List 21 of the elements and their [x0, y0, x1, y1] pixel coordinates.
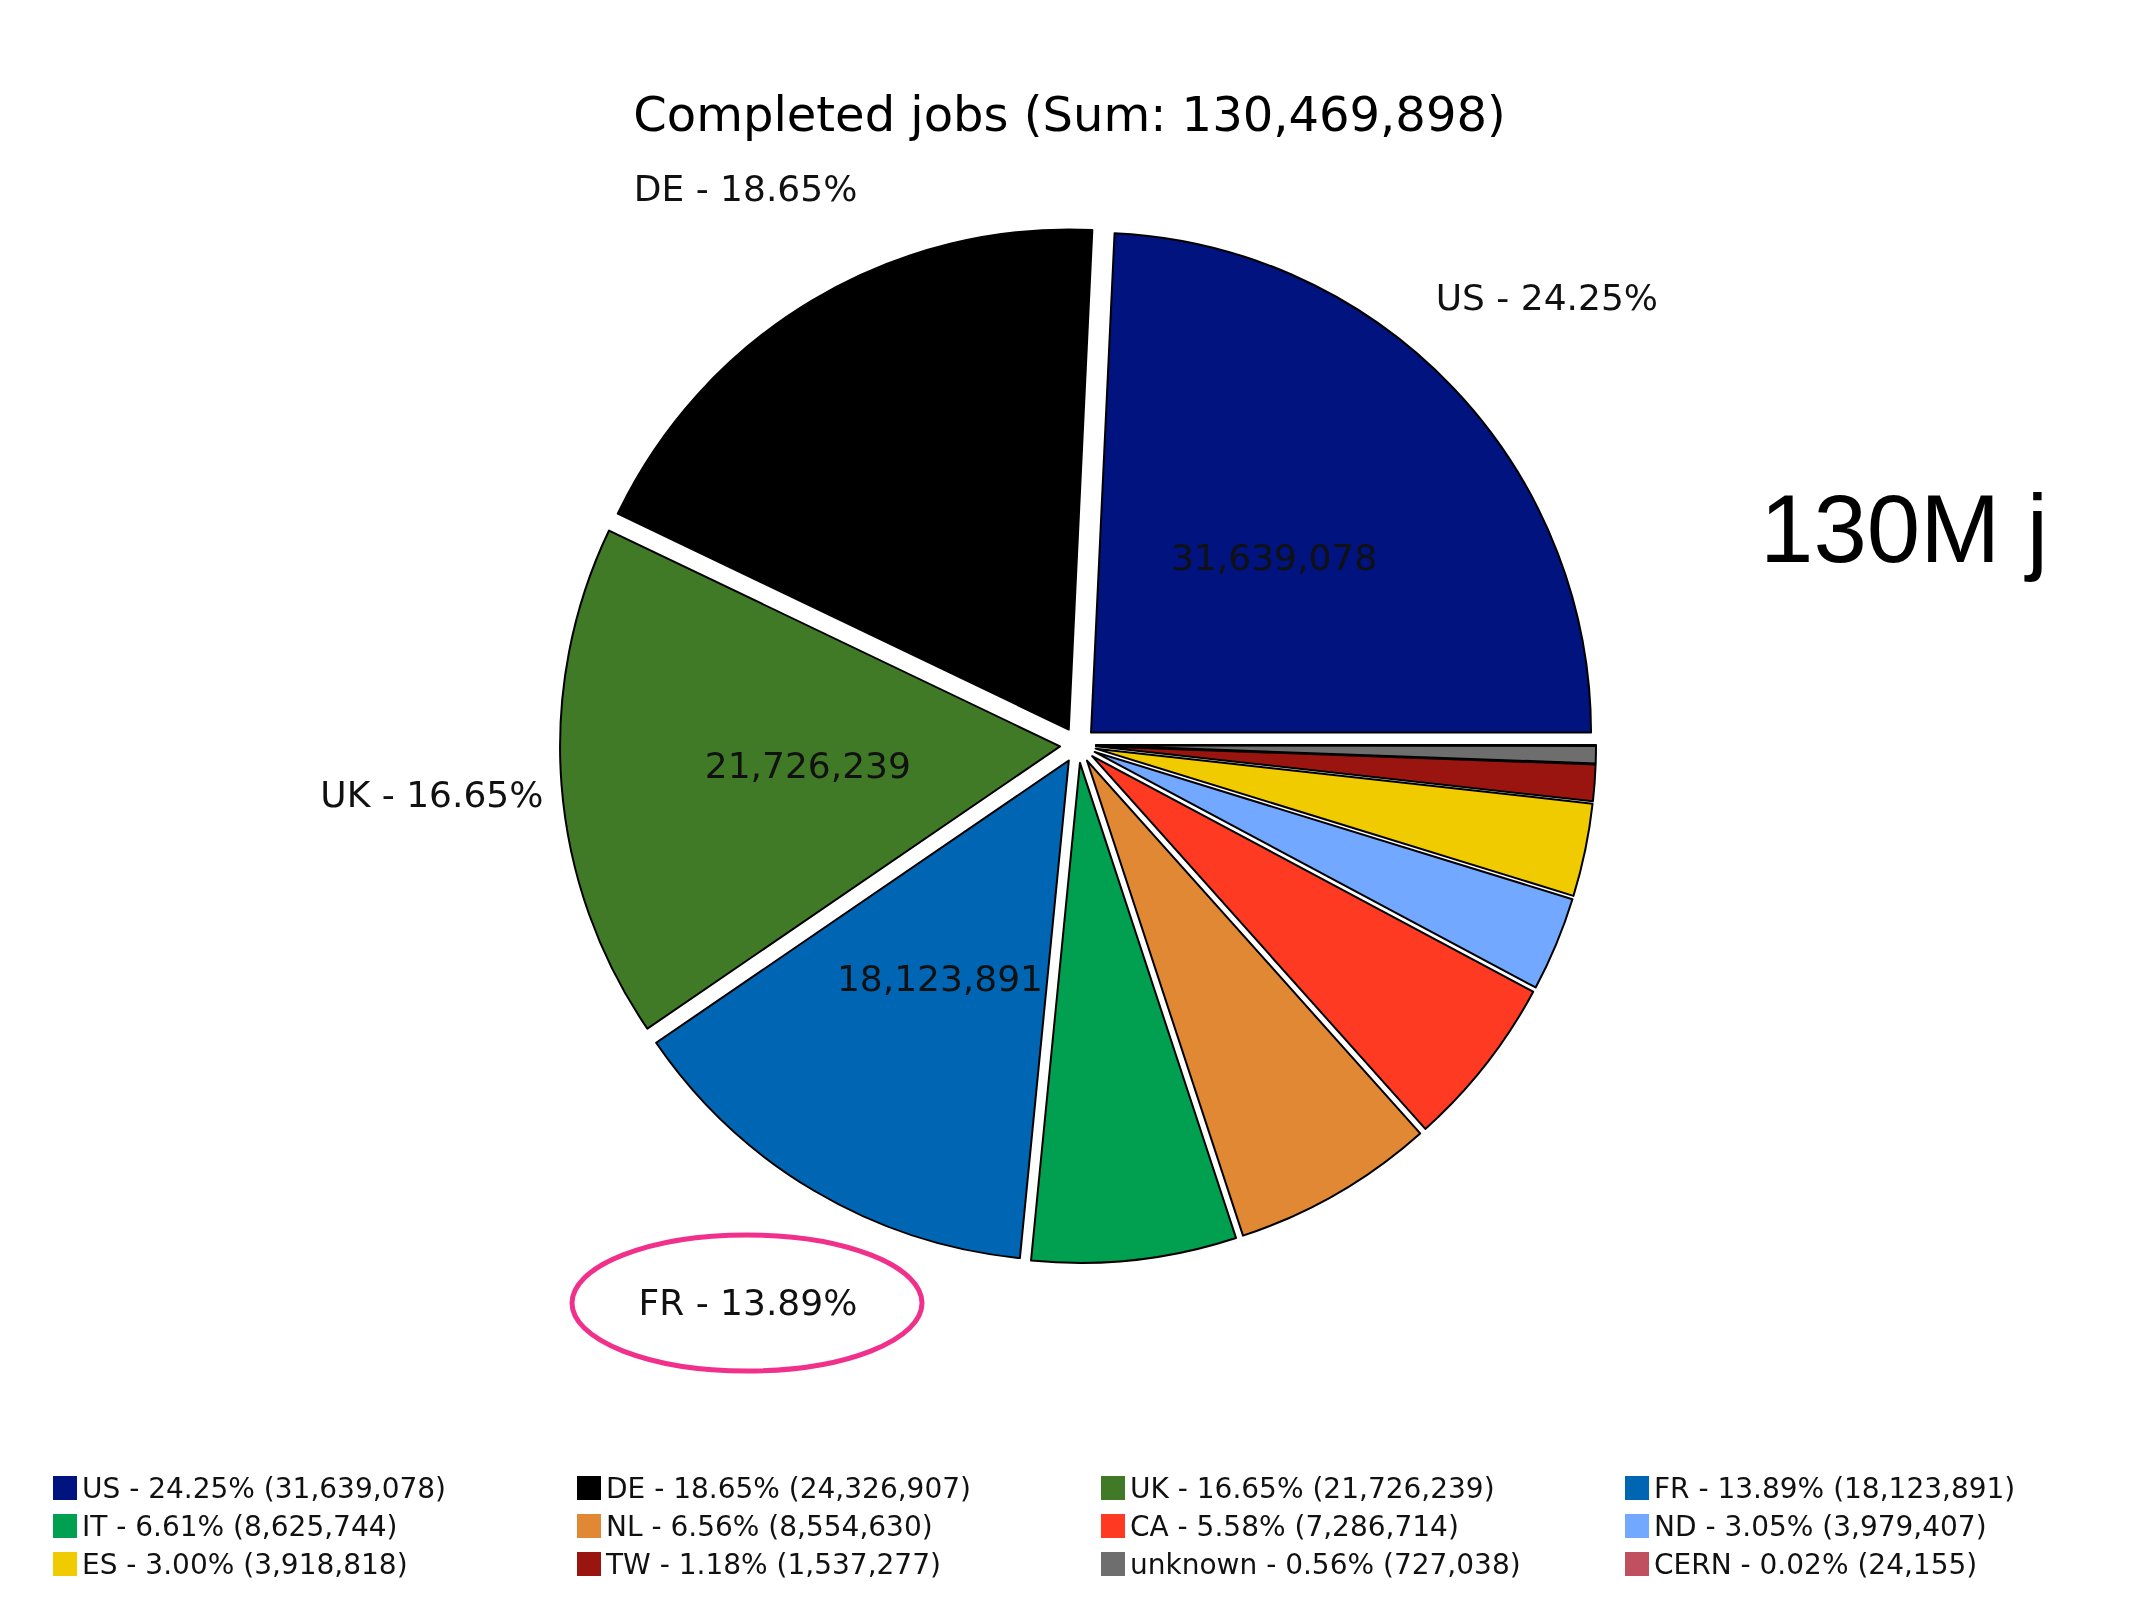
legend-label: IT - 6.61% (8,625,744)	[82, 1509, 398, 1543]
text: UK - 16.65%	[320, 774, 544, 816]
text: DE - 18.65%	[633, 168, 858, 210]
legend-label: FR - 13.89% (18,123,891)	[1654, 1471, 2016, 1505]
legend-label: UK - 16.65% (21,726,239)	[1130, 1471, 1495, 1505]
legend-label: DE - 18.65% (24,326,907)	[606, 1471, 971, 1505]
legend-label: ES - 3.00% (3,918,818)	[82, 1547, 408, 1581]
chart-title: Completed jobs (Sum: 130,469,898)	[633, 86, 1506, 142]
legend-label: NL - 6.56% (8,554,630)	[606, 1509, 933, 1543]
text: US - 24.25%	[1435, 277, 1659, 319]
data-label: 21,726,239	[704, 745, 911, 787]
data-label: 31,639,078	[1171, 537, 1378, 579]
legend-label: US - 24.25% (31,639,078)	[82, 1471, 446, 1505]
legend-label: CA - 5.58% (7,286,714)	[1130, 1509, 1459, 1543]
legend-label: TW - 1.18% (1,537,277)	[605, 1547, 941, 1581]
legend-label: unknown - 0.56% (727,038)	[1130, 1547, 1521, 1581]
data-label: 18,123,891	[836, 957, 1044, 999]
text: FR - 13.89%	[638, 1282, 858, 1324]
legend-label: CERN - 0.02% (24,155)	[1654, 1547, 1978, 1581]
legend-label: ND - 3.05% (3,979,407)	[1654, 1509, 1987, 1543]
text: 130M j	[1760, 474, 2049, 582]
